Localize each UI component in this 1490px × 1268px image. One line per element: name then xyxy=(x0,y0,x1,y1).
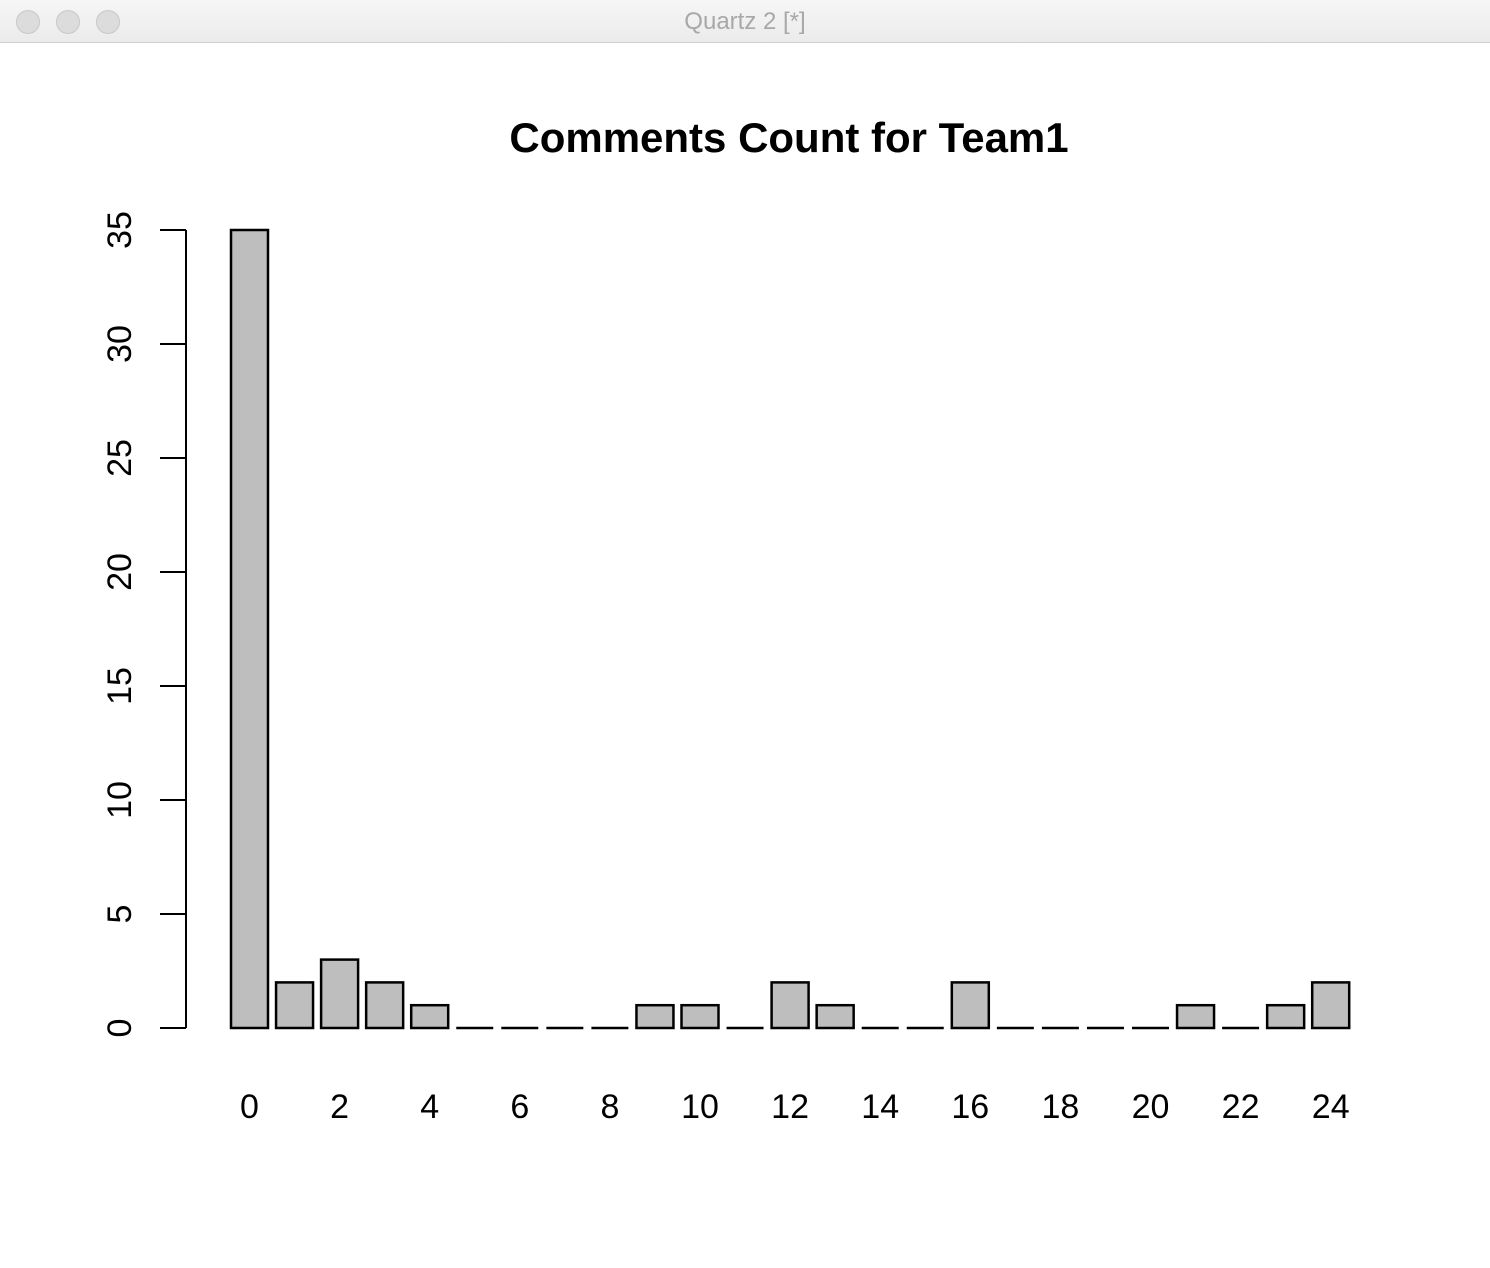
x-tick-label: 16 xyxy=(951,1088,989,1126)
bar xyxy=(950,981,991,1030)
x-tick-label: 24 xyxy=(1312,1088,1350,1126)
bar xyxy=(1265,1003,1306,1030)
bar xyxy=(409,1003,450,1030)
y-tick-label: 10 xyxy=(101,781,139,819)
bar xyxy=(1310,981,1351,1030)
y-tick-label: 15 xyxy=(101,667,139,705)
y-tick-label: 0 xyxy=(101,1019,139,1038)
bar xyxy=(364,981,405,1030)
y-tick-label: 5 xyxy=(101,905,139,924)
x-axis-labels: 0 2 4 6 8 10 12 14 16 18 20 22 24 xyxy=(240,1088,1350,1126)
bar xyxy=(229,228,270,1030)
y-tick-label: 35 xyxy=(101,211,139,249)
x-tick-label: 14 xyxy=(861,1088,899,1126)
zoom-icon[interactable] xyxy=(96,10,120,34)
y-axis: 0 5 10 15 20 25 30 35 xyxy=(101,211,187,1038)
bar xyxy=(680,1003,720,1030)
x-tick-label: 0 xyxy=(240,1088,259,1126)
window-title: Quartz 2 [*] xyxy=(684,8,806,35)
x-tick-label: 10 xyxy=(681,1088,719,1126)
y-tick-label: 25 xyxy=(101,439,139,477)
chart-title: Comments Count for Team1 xyxy=(509,114,1068,161)
x-tick-label: 6 xyxy=(510,1088,529,1126)
y-tick-label: 20 xyxy=(101,553,139,591)
bar xyxy=(274,981,315,1030)
window-titlebar: Quartz 2 [*] xyxy=(0,0,1490,43)
bar-chart: Comments Count for Team1 05101520253035 … xyxy=(101,114,1351,1126)
y-tick-label: 30 xyxy=(101,325,139,363)
x-tick-label: 18 xyxy=(1041,1088,1079,1126)
x-tick-label: 4 xyxy=(420,1088,439,1126)
x-tick-label: 12 xyxy=(771,1088,809,1126)
bar xyxy=(635,1003,675,1030)
bar xyxy=(319,958,360,1030)
x-tick-label: 20 xyxy=(1132,1088,1170,1126)
bar xyxy=(1175,1003,1216,1030)
x-tick-label: 2 xyxy=(330,1088,349,1126)
x-tick-label: 8 xyxy=(600,1088,619,1126)
close-icon[interactable] xyxy=(16,10,40,34)
bars xyxy=(229,228,1351,1030)
x-tick-label: 22 xyxy=(1222,1088,1260,1126)
minimize-icon[interactable] xyxy=(56,10,80,34)
bar xyxy=(815,1003,855,1030)
bar xyxy=(770,981,810,1030)
